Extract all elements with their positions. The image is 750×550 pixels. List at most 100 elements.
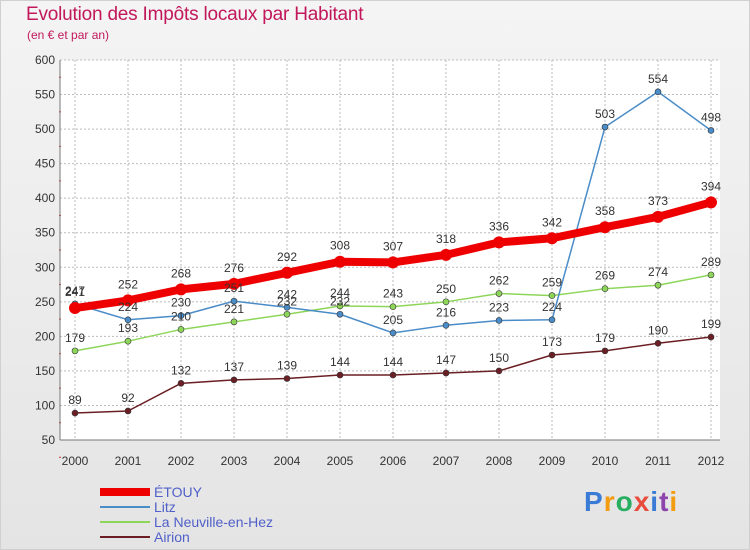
y-tick-label: 500 [35,122,55,136]
data-point [495,367,503,375]
x-tick-label: 2002 [168,454,195,468]
data-label: 244 [330,286,350,300]
data-point [389,371,397,379]
legend-label-1: Litz [154,499,176,515]
data-label: 308 [330,239,350,253]
data-label: 269 [595,269,615,283]
data-point [442,298,450,306]
y-tick-label: 450 [35,157,55,171]
data-label: 276 [224,261,244,275]
data-point [389,329,397,337]
data-point [442,322,450,329]
axes: 50 100 150 200 250 300 350 400 450 500 550 600 2000 2… [35,53,725,468]
data-point [71,409,79,417]
data-point [440,248,452,261]
x-tick-label: 2004 [274,454,301,468]
data-label: 262 [489,274,509,288]
x-tick-label: 2010 [592,454,619,468]
data-label: 230 [171,296,191,310]
data-point [283,304,291,311]
x-tick-label: 2006 [380,454,407,468]
data-label: 216 [436,305,456,319]
data-label: 232 [330,294,350,308]
data-point [228,277,240,290]
data-point [495,290,503,297]
data-label: 210 [171,309,191,323]
data-label: 92 [121,391,135,405]
x-tick-label: 2005 [327,454,354,468]
y-tick-label: 300 [35,260,55,274]
data-labels: 89 92 132 137 139 144 144 147 150 173 179 190 199 179… [65,72,721,407]
series-lines [69,88,717,417]
data-label: 232 [277,294,297,308]
data-label: 318 [436,232,456,246]
data-point [442,369,450,377]
legend-label-3: Airion [154,529,190,545]
y-tick-label: 250 [35,295,55,309]
y-tick-label: 350 [35,226,55,240]
y-tick-label: 600 [35,53,55,67]
data-point [230,318,238,326]
data-label: 243 [383,287,403,301]
x-tick-label: 2009 [539,454,566,468]
data-point [493,236,505,249]
data-point [124,337,132,345]
data-point [283,310,291,318]
x-tick-label: 2011 [645,454,671,468]
data-label: 259 [542,276,562,290]
y-tick-label: 200 [35,329,55,343]
y-tick-label: 400 [35,191,55,205]
data-label: 251 [224,281,244,295]
x-tick-label: 2003 [221,454,248,468]
y-tick-label: 100 [35,398,55,412]
data-point [654,281,662,289]
data-label: 336 [489,219,509,233]
data-label: 274 [648,265,668,279]
data-label: 223 [489,300,509,314]
x-tick-label: 2001 [115,454,142,468]
data-point [601,347,609,355]
data-point [177,380,185,387]
data-label: 247 [65,284,85,298]
data-point [122,294,134,307]
data-point [389,303,397,310]
data-label: 554 [648,72,668,86]
data-point [601,123,609,131]
data-label: 268 [171,266,191,280]
data-label: 241 [65,285,85,299]
data-point [336,371,344,379]
data-point [387,256,399,269]
data-point [175,283,187,296]
data-point [177,326,185,333]
data-point [546,232,558,245]
data-label: 144 [330,355,350,369]
data-point [177,312,185,319]
data-label: 179 [65,331,85,345]
data-label: 498 [701,110,721,124]
data-point [707,127,715,134]
data-label: 193 [118,321,138,335]
data-label: 150 [489,351,509,365]
data-point [124,407,132,415]
data-point [283,375,291,382]
data-label: 139 [277,359,297,373]
data-point [599,221,611,234]
y-tick-label: 150 [35,364,55,378]
data-point [707,333,715,341]
data-point [71,347,79,355]
data-point [495,317,503,324]
data-point [281,266,293,279]
data-label: 132 [171,363,191,377]
data-point [654,339,662,347]
data-label: 179 [595,331,615,345]
data-label: 242 [277,287,297,301]
data-label: 250 [436,282,456,296]
data-label: 137 [224,360,244,374]
data-label: 373 [648,194,668,208]
data-point [652,210,664,223]
data-point [601,285,609,292]
data-label: 147 [436,353,456,367]
y-tick-label: 550 [35,88,55,102]
data-point [230,376,238,384]
